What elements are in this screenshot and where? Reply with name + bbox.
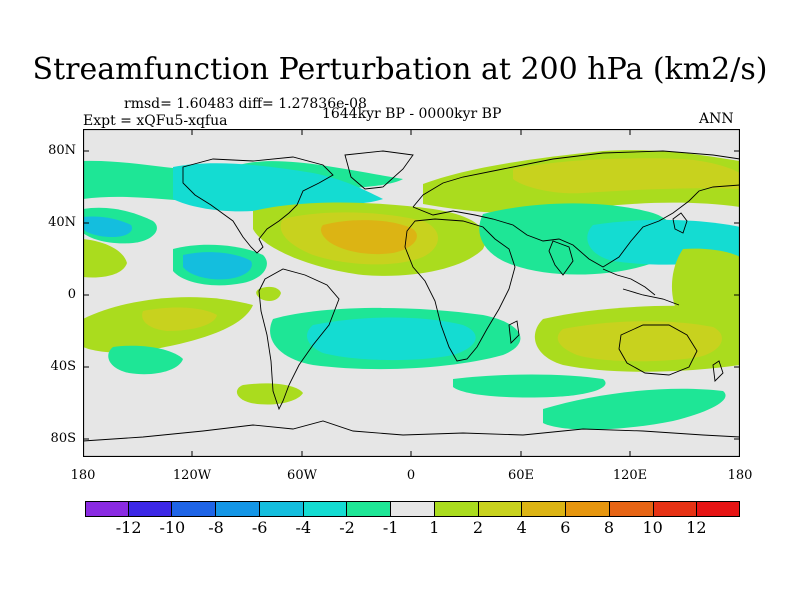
lon-label: 180 [727, 468, 753, 483]
colorbar-swatch [608, 501, 653, 517]
colorbar-label: -2 [339, 518, 355, 537]
colorbar-swatch [258, 501, 303, 517]
coastlines [83, 150, 740, 442]
colorbar-label: 8 [603, 518, 615, 537]
contour-fill [183, 252, 252, 280]
lat-label: 0 [67, 287, 76, 302]
coastline-south-america [258, 268, 340, 411]
contour-fill [557, 321, 722, 362]
colorbar-label: -8 [208, 518, 224, 537]
coastline-australia [618, 324, 698, 376]
lon-label: 60W [287, 468, 317, 483]
colorbar-swatch [477, 501, 522, 517]
map-frame [83, 129, 740, 457]
contour-fill [320, 220, 417, 255]
contour-fill [453, 374, 606, 398]
colorbar-label: -10 [159, 518, 186, 537]
lat-label: 40S [50, 359, 76, 374]
contour-fill [108, 345, 183, 375]
lon-label: 0 [406, 468, 416, 483]
coastline-greenland [344, 150, 414, 190]
coastline-india [548, 240, 574, 276]
contour-fill [142, 307, 217, 331]
coastline-southeast-asia [602, 268, 680, 306]
lat-label: 80N [48, 143, 76, 158]
contour-fill [83, 239, 127, 278]
lon-ticks [83, 129, 740, 457]
colorbar [85, 501, 741, 517]
lon-label: 120W [172, 468, 212, 483]
contour-fill [543, 388, 726, 430]
contour-fill [307, 317, 476, 361]
lat-ticks [83, 150, 740, 440]
contour-fill [513, 158, 740, 194]
lon-label: 60E [507, 468, 535, 483]
lat-label: 80S [50, 431, 76, 446]
contour-fills [83, 150, 740, 430]
colorbar-swatch [127, 501, 172, 517]
colorbar-swatch [215, 501, 259, 517]
colorbar-label: 12 [686, 518, 707, 537]
coastline-north-america [182, 156, 334, 254]
rmsd-stats: rmsd= 1.60483 diff= 1.27836e-08 [124, 96, 367, 112]
contour-fill [236, 383, 303, 405]
colorbar-swatch [565, 501, 609, 517]
colorbar-label: -12 [115, 518, 142, 537]
coastline-africa [404, 218, 516, 362]
colorbar-swatch [171, 501, 216, 517]
contour-fill [83, 216, 133, 237]
season-label: ANN [699, 111, 734, 127]
colorbar-swatch [85, 501, 128, 517]
colorbar-label: 4 [516, 518, 527, 537]
colorbar-label: -6 [251, 518, 268, 537]
contour-fill [173, 163, 383, 212]
colorbar-swatch [433, 501, 478, 517]
colorbar-swatch [521, 501, 566, 517]
lat-label: 40N [48, 215, 76, 230]
coastline-japan [672, 212, 688, 234]
period-label: 1644kyr BP - 0000kyr BP [322, 106, 502, 122]
coastline-new-zealand [712, 360, 724, 382]
colorbar-swatch [346, 501, 391, 517]
colorbar-label: 1 [429, 518, 440, 537]
contour-fill [256, 286, 281, 301]
coastline-madagascar [508, 320, 520, 344]
lon-label: 120E [612, 468, 648, 483]
colorbar-swatch [390, 501, 434, 517]
coastline-antarctica [83, 420, 740, 442]
colorbar-swatch [652, 501, 697, 517]
colorbar-label: 10 [642, 518, 663, 537]
map-panel [83, 129, 740, 457]
colorbar-label: 6 [560, 518, 571, 537]
experiment-label: Expt = xQFu5-xqfua [83, 113, 228, 129]
map-title: Streamfunction Perturbation at 200 hPa (… [32, 52, 768, 87]
colorbar-swatch [696, 501, 741, 517]
colorbar-label: 2 [472, 518, 484, 537]
coastline-europe-asia [412, 150, 740, 268]
lon-label: 180 [70, 468, 96, 483]
colorbar-swatch [302, 501, 347, 517]
colorbar-label: -1 [382, 518, 399, 537]
colorbar-label: -4 [295, 518, 312, 537]
